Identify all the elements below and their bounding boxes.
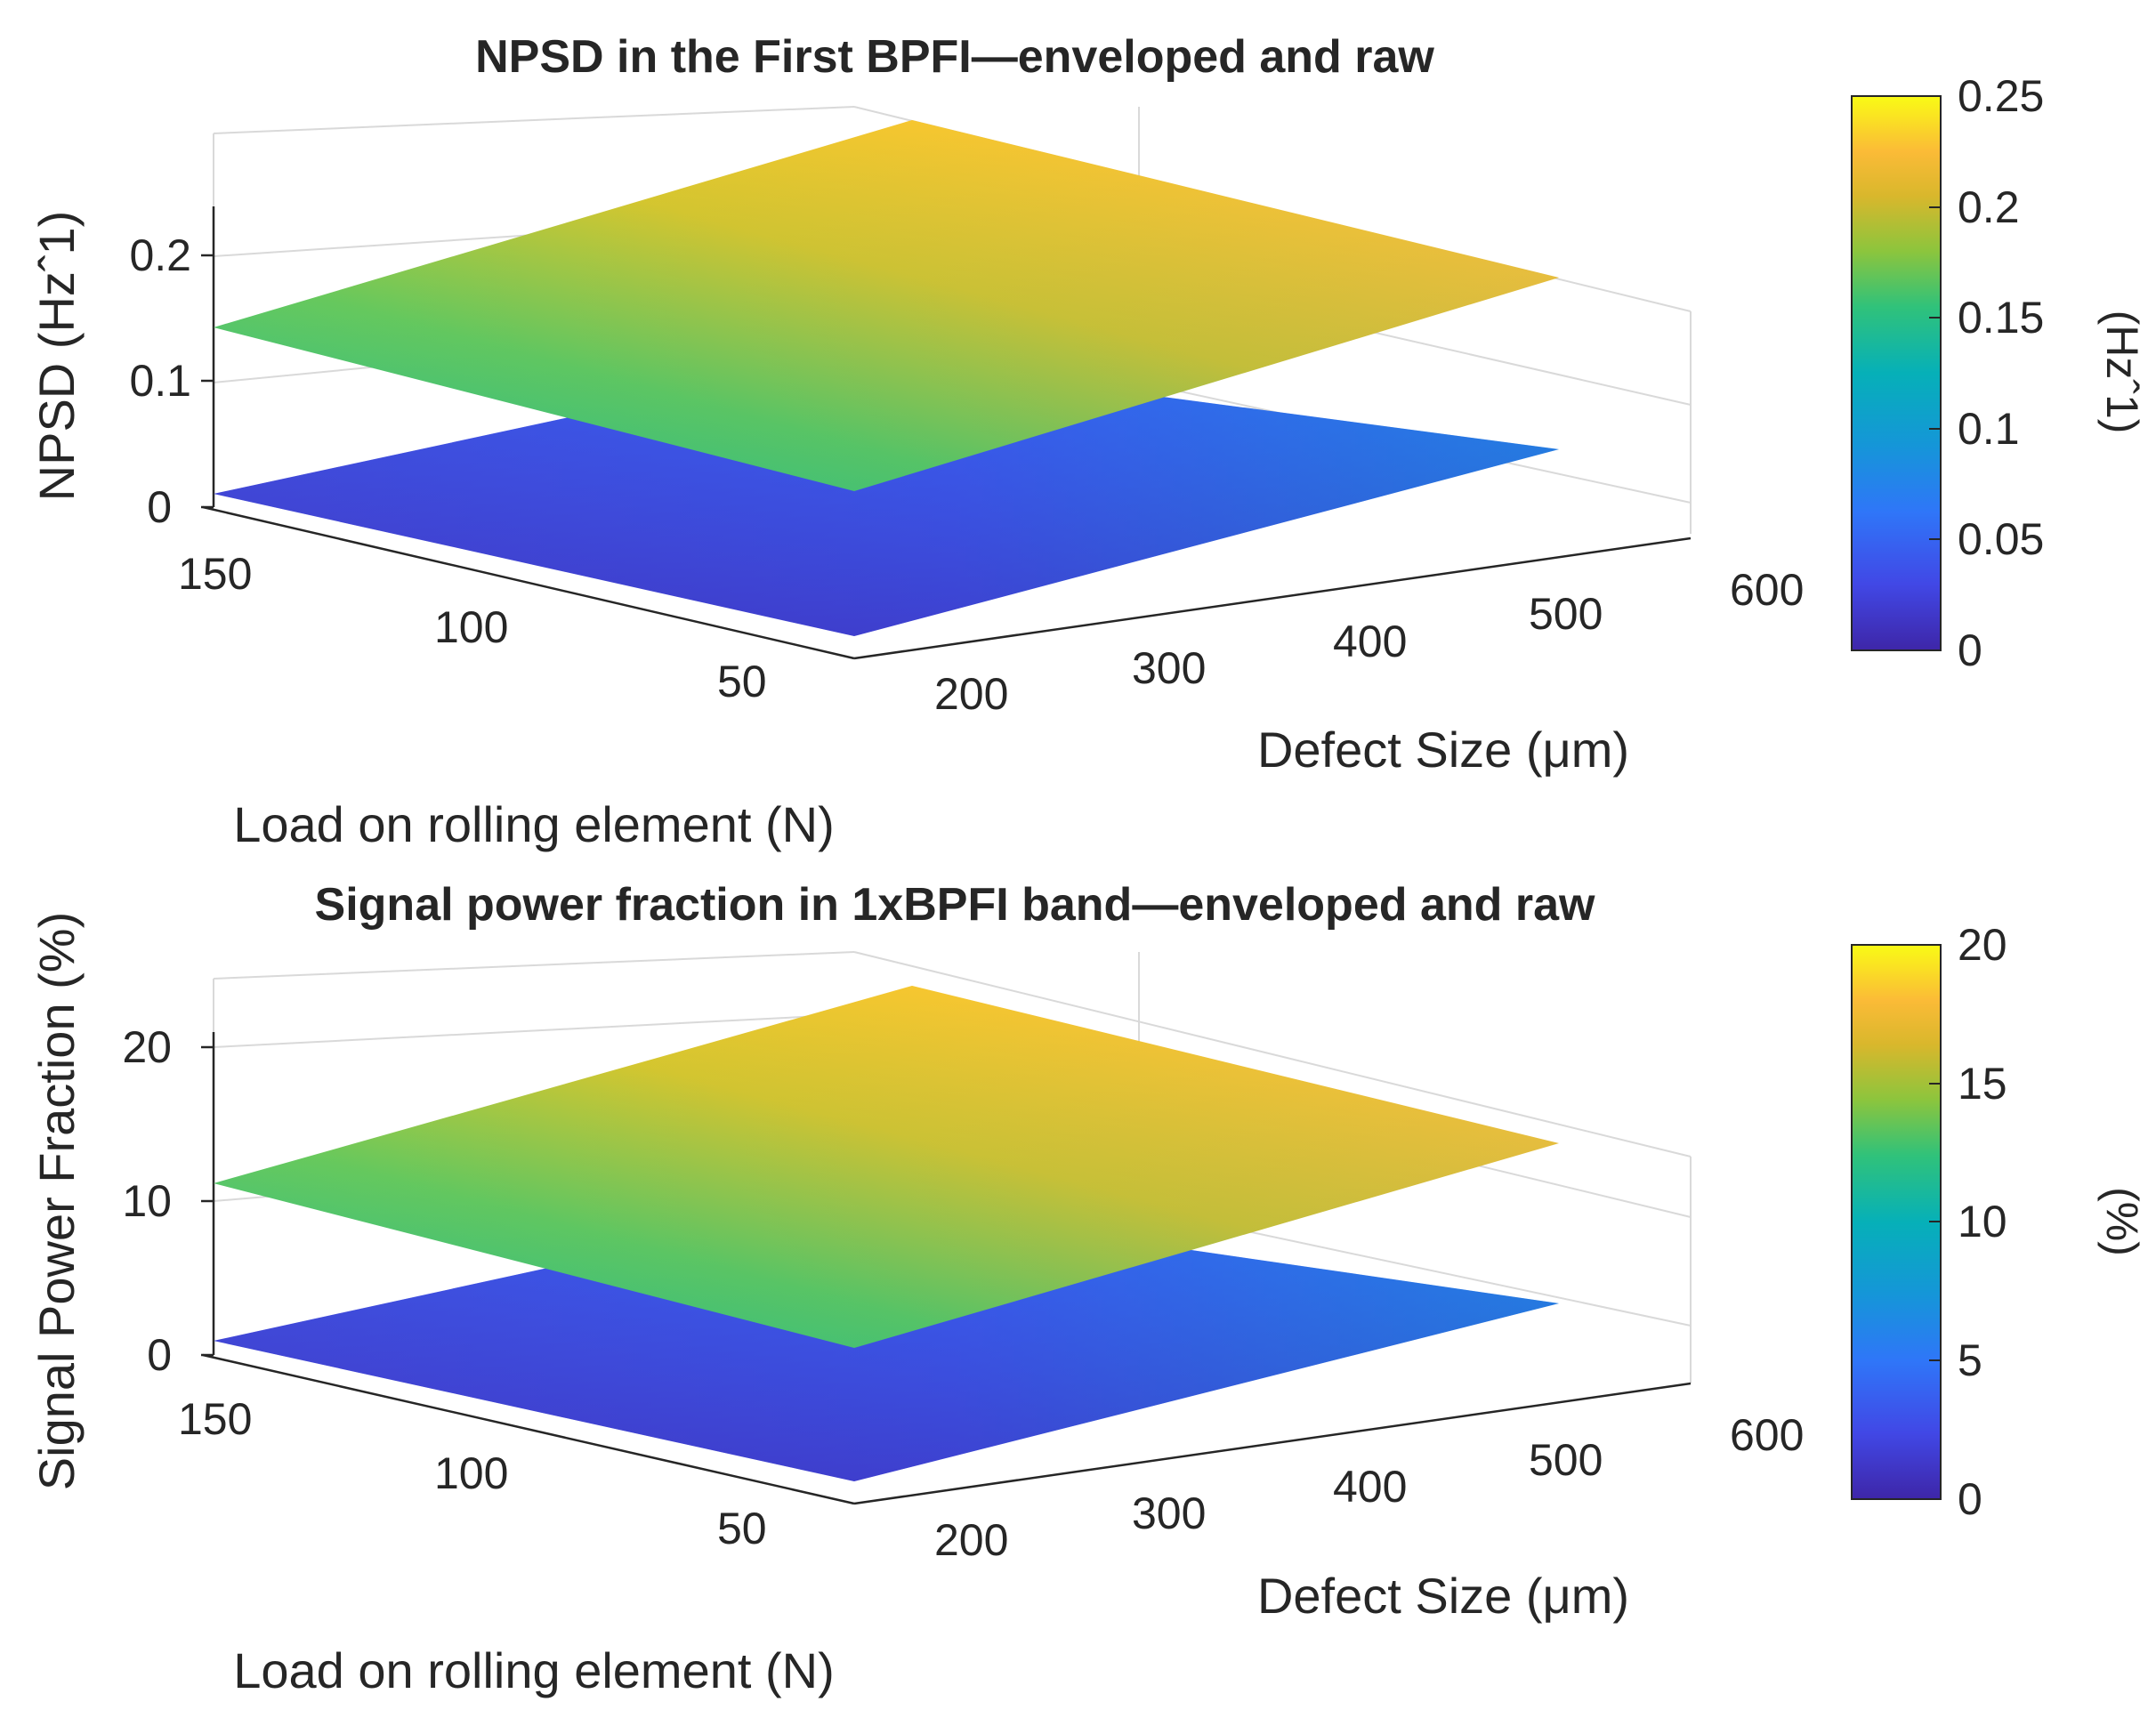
z-ticks — [201, 1045, 214, 1357]
x-tick-label: 600 — [1730, 565, 1804, 615]
z-tick-label: 0 — [147, 1330, 172, 1380]
chart-title: NPSD in the First BPFI—enveloped and raw — [475, 31, 1434, 83]
colorbar-tick-label: 0.05 — [1958, 514, 2044, 564]
z-tick-label: 0 — [147, 482, 172, 532]
colorbar-ticks — [1929, 95, 1941, 651]
colorbar-tick-label: 0 — [1958, 625, 1982, 675]
x-tick-label: 400 — [1333, 617, 1407, 666]
x-tick-label: 600 — [1730, 1410, 1804, 1460]
x-tick-label: 300 — [1132, 643, 1206, 693]
panel-npsd: NPSD in the First BPFI—enveloped and raw — [28, 31, 2147, 852]
x-tick-label: 200 — [934, 669, 1008, 719]
y-tick-label: 100 — [434, 1448, 508, 1498]
colorbar-tick-label: 0.1 — [1958, 404, 2020, 454]
y-tick-label: 150 — [178, 549, 252, 599]
chart-title: Signal power fraction in 1xBPFI band—env… — [315, 879, 1595, 931]
x-axis-label: Defect Size (μm) — [1257, 722, 1629, 778]
x-tick-label: 500 — [1529, 589, 1603, 639]
panel-signal-power: Signal power fraction in 1xBPFI band—env… — [28, 879, 2147, 1698]
colorbar-tick-label: 0.2 — [1958, 182, 2020, 232]
colorbar-tick-label: 0.15 — [1958, 293, 2044, 343]
colorbar — [1851, 944, 1942, 1500]
y-tick-label: 150 — [178, 1394, 252, 1444]
colorbar-ticks — [1929, 944, 1941, 1500]
colorbar-tick-label: 0 — [1958, 1474, 1982, 1524]
axis-lines — [202, 1032, 1692, 1505]
colorbar-tick-label: 15 — [1958, 1059, 2007, 1109]
x-tick-label: 200 — [934, 1515, 1008, 1565]
colorbar-label: (Hzˆ1) — [2097, 311, 2147, 434]
colorbar-label: (%) — [2097, 1187, 2147, 1256]
z-ticks — [201, 254, 214, 509]
z-tick-label: 20 — [122, 1022, 172, 1072]
y-axis-label: Load on rolling element (N) — [233, 1642, 834, 1698]
x-axis-label: Defect Size (μm) — [1257, 1568, 1629, 1624]
x-tick-label: 500 — [1529, 1435, 1603, 1485]
colorbar — [1851, 95, 1942, 651]
colorbar-tick-label: 20 — [1958, 920, 2007, 970]
colorbar-tick-label: 0.25 — [1958, 71, 2044, 121]
z-tick-label: 0.2 — [129, 230, 191, 280]
y-tick-label: 50 — [717, 657, 767, 706]
y-tick-label: 100 — [434, 602, 508, 652]
x-tick-label: 400 — [1333, 1462, 1407, 1512]
z-tick-label: 0.1 — [129, 356, 191, 406]
axis-lines — [202, 206, 1692, 660]
z-axis-label: NPSD (Hzˆ1) — [28, 211, 85, 502]
z-tick-label: 10 — [122, 1176, 172, 1226]
x-tick-label: 300 — [1132, 1488, 1206, 1538]
colorbar-tick-label: 10 — [1958, 1197, 2007, 1246]
colorbar-tick-label: 5 — [1958, 1335, 1982, 1385]
y-axis-label: Load on rolling element (N) — [233, 796, 834, 852]
y-tick-label: 50 — [717, 1504, 767, 1553]
z-axis-label: Signal Power Fraction (%) — [28, 912, 85, 1490]
